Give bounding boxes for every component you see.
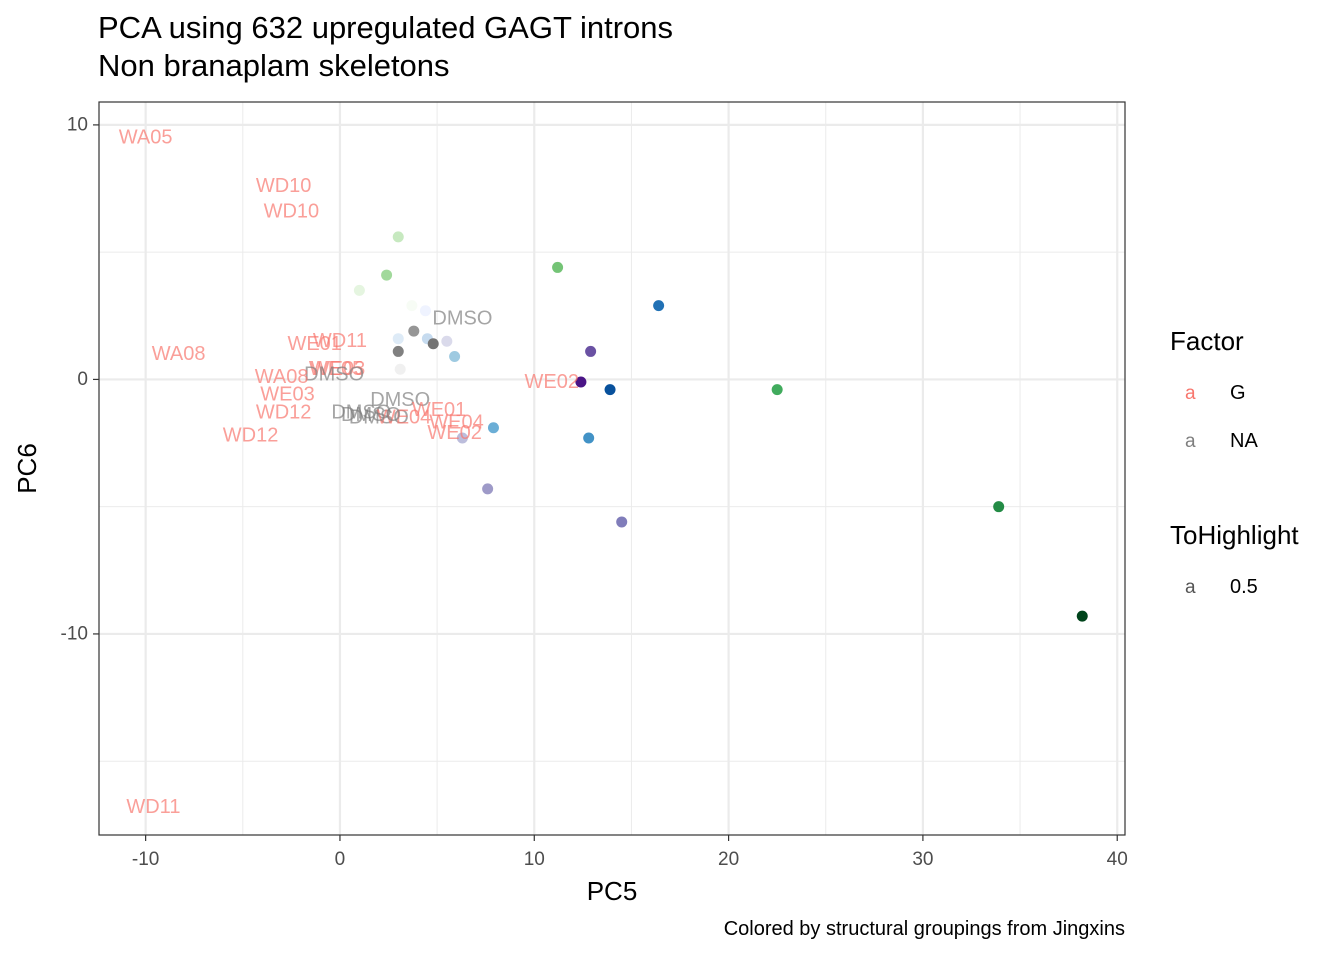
point-label: WE02 [525, 371, 579, 393]
point-label: WD11 [313, 330, 367, 352]
data-point [381, 269, 393, 281]
chart-subtitle: Non branaplam skeletons [98, 48, 450, 83]
point-label: WD11 [126, 796, 180, 818]
data-point [653, 300, 665, 312]
point-label: WA05 [119, 127, 173, 149]
legend-item: a NA [1170, 421, 1258, 469]
data-point [604, 384, 616, 396]
point-label: WA08 [152, 343, 206, 365]
legend-factor-title: Factor [1170, 326, 1244, 356]
legend-label: G [1230, 382, 1246, 404]
data-point [552, 261, 564, 273]
labels-layer: WA05WD10WD10DMSOWD11WE01WA08WE05WE03DMSO… [119, 127, 579, 818]
data-point [487, 422, 499, 434]
data-point [441, 335, 453, 347]
data-point [419, 305, 431, 317]
legend-label: NA [1230, 430, 1258, 452]
data-point [449, 351, 461, 363]
point-label: WE04 [429, 412, 483, 434]
x-tick-label: 0 [335, 849, 346, 870]
point-label: WE01 [412, 399, 466, 421]
point-label: DMSO [331, 402, 391, 424]
legend-label: 0.5 [1230, 576, 1258, 598]
data-point [408, 325, 420, 337]
legend-highlight: ToHighlight a 0.5 [1170, 520, 1299, 615]
data-point [616, 516, 628, 528]
x-tick-label: 40 [1107, 849, 1128, 870]
plot-border [98, 101, 1126, 836]
point-label: DMSO [349, 407, 409, 429]
point-label: WE04 [377, 407, 431, 429]
y-axis-label: PC6 [12, 443, 42, 494]
x-tick-label: 10 [524, 849, 545, 870]
legend-item: a G [1170, 373, 1246, 421]
x-axis-label: PC5 [587, 876, 638, 906]
plot-panel [99, 102, 1125, 835]
data-point [575, 376, 587, 388]
legend-key: a [1185, 431, 1196, 452]
grid-lines [99, 102, 1125, 835]
data-point [583, 432, 595, 444]
point-label: DMSO [341, 404, 401, 426]
points-layer [353, 231, 1088, 622]
y-tick-label: 0 [77, 369, 88, 390]
data-point [394, 363, 406, 375]
x-tick-label: 30 [912, 849, 933, 870]
point-label: DMSO [370, 389, 430, 411]
data-point [771, 384, 783, 396]
point-label: WD12 [223, 424, 279, 446]
data-point [993, 501, 1005, 513]
point-label: WE01 [287, 333, 341, 355]
point-label: WD12 [256, 402, 312, 424]
point-label: WE03 [311, 358, 365, 380]
data-point [406, 300, 418, 312]
point-label: DMSO [432, 307, 492, 329]
x-tick-label: 20 [718, 849, 739, 870]
x-tick-label: -10 [132, 849, 159, 870]
legend-key: a [1185, 383, 1196, 404]
axes: -10 0 10 20 30 40 10 0 -10 PC5 PC6 [12, 114, 1128, 906]
data-point [456, 432, 468, 444]
data-point [482, 483, 494, 495]
point-label: WD10 [256, 175, 312, 197]
y-tick-label: -10 [61, 623, 88, 644]
legend-factor: Factor a G a NA [1170, 326, 1258, 469]
chart-title: PCA using 632 upregulated GAGT introns [98, 10, 673, 45]
legend-highlight-title: ToHighlight [1170, 520, 1299, 550]
data-point [392, 333, 404, 345]
y-tick-label: 10 [67, 114, 88, 135]
point-label: WE02 [427, 422, 481, 444]
data-point [1076, 610, 1088, 622]
legend-item: a 0.5 [1170, 567, 1299, 615]
point-label: WA08 [255, 366, 309, 388]
data-point [585, 345, 597, 357]
point-label: WE03 [260, 384, 314, 406]
data-point [392, 345, 404, 357]
point-label: WE05 [309, 358, 363, 380]
legend-key: a [1185, 577, 1196, 598]
data-point [427, 338, 439, 350]
data-point [392, 231, 404, 243]
point-label: DMSO [304, 363, 364, 385]
data-point [353, 284, 365, 296]
chart-caption: Colored by structural groupings from Jin… [723, 918, 1125, 940]
point-label: WD10 [264, 200, 320, 222]
